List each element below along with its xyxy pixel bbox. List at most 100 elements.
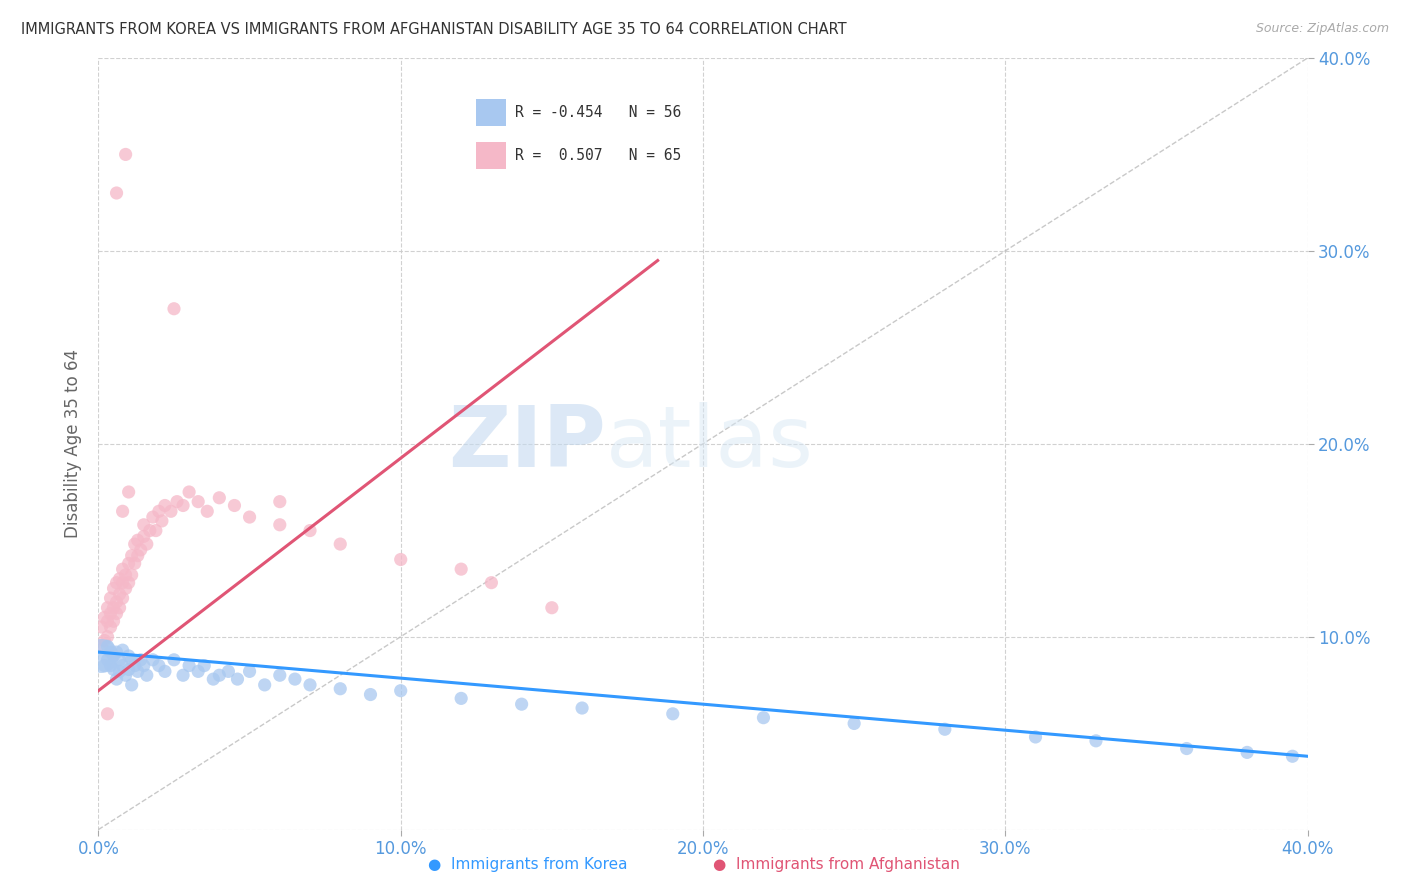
Point [195, 504, 218, 518]
Point [100, 658, 122, 673]
Point [114, 582, 136, 596]
Point [269, 668, 291, 682]
Point [103, 582, 125, 596]
Point [118, 485, 141, 500]
Point [127, 549, 149, 563]
Point [135, 537, 157, 551]
Point [510, 697, 533, 711]
Point [148, 504, 170, 518]
Point [108, 587, 131, 601]
Text: IMMIGRANTS FROM KOREA VS IMMIGRANTS FROM AFGHANISTAN DISABILITY AGE 35 TO 64 COR: IMMIGRANTS FROM KOREA VS IMMIGRANTS FROM… [21, 22, 846, 37]
Point [329, 681, 352, 696]
Point [121, 549, 143, 563]
Point [139, 524, 162, 538]
Point [132, 529, 155, 543]
Point [108, 653, 131, 667]
Point [103, 600, 125, 615]
Point [118, 557, 141, 571]
Point [661, 706, 683, 721]
Point [1085, 734, 1108, 748]
Point [108, 572, 131, 586]
Point [179, 658, 201, 673]
Point [329, 537, 352, 551]
Point [934, 723, 956, 737]
Point [571, 701, 593, 715]
Point [108, 665, 131, 679]
Point [96, 600, 118, 615]
Point [96, 614, 118, 628]
Point [127, 533, 149, 548]
Point [100, 620, 122, 634]
Point [100, 607, 122, 621]
Point [153, 499, 176, 513]
Point [96, 630, 118, 644]
Point [100, 645, 122, 659]
Point [389, 552, 412, 566]
Point [132, 658, 155, 673]
Point [187, 665, 209, 679]
Point [111, 575, 134, 590]
Point [103, 648, 125, 663]
Point [166, 494, 188, 508]
Point [90, 648, 112, 663]
Point [208, 668, 231, 682]
Point [124, 658, 146, 673]
Point [124, 537, 146, 551]
Point [163, 653, 186, 667]
Point [217, 665, 239, 679]
Point [121, 678, 143, 692]
Point [450, 691, 472, 706]
Point [844, 716, 866, 731]
Point [253, 678, 276, 692]
Point [142, 510, 165, 524]
Point [129, 542, 152, 557]
Point [208, 491, 231, 505]
Point [96, 653, 118, 667]
Point [193, 658, 215, 673]
Point [114, 568, 136, 582]
Point [124, 557, 146, 571]
Point [111, 591, 134, 605]
Point [752, 711, 775, 725]
Point [239, 665, 262, 679]
Point [93, 610, 115, 624]
Point [226, 672, 249, 686]
Point [111, 562, 134, 576]
Point [103, 614, 125, 628]
Point [90, 640, 112, 654]
Point [450, 562, 472, 576]
Point [105, 186, 128, 200]
Point [127, 665, 149, 679]
Point [96, 640, 118, 654]
Point [163, 301, 186, 316]
Text: ●  Immigrants from Korea: ● Immigrants from Korea [427, 857, 627, 872]
Point [1236, 745, 1258, 759]
Point [129, 653, 152, 667]
Point [172, 668, 194, 682]
Point [299, 678, 322, 692]
Point [1281, 749, 1303, 764]
Point [179, 485, 201, 500]
Point [118, 575, 141, 590]
Point [389, 683, 412, 698]
Point [121, 568, 143, 582]
Point [111, 504, 134, 518]
Text: ZIP: ZIP [449, 402, 606, 485]
Text: atlas: atlas [606, 402, 814, 485]
Point [284, 672, 307, 686]
Point [481, 575, 503, 590]
Point [93, 633, 115, 648]
Point [118, 648, 141, 663]
Point [135, 668, 157, 682]
Point [142, 653, 165, 667]
Point [269, 517, 291, 532]
Text: ●  Immigrants from Afghanistan: ● Immigrants from Afghanistan [713, 857, 960, 872]
Point [202, 672, 225, 686]
Point [90, 620, 112, 634]
Point [121, 653, 143, 667]
Point [160, 504, 183, 518]
Point [105, 607, 128, 621]
Point [111, 658, 134, 673]
Point [118, 663, 141, 677]
Point [148, 658, 170, 673]
